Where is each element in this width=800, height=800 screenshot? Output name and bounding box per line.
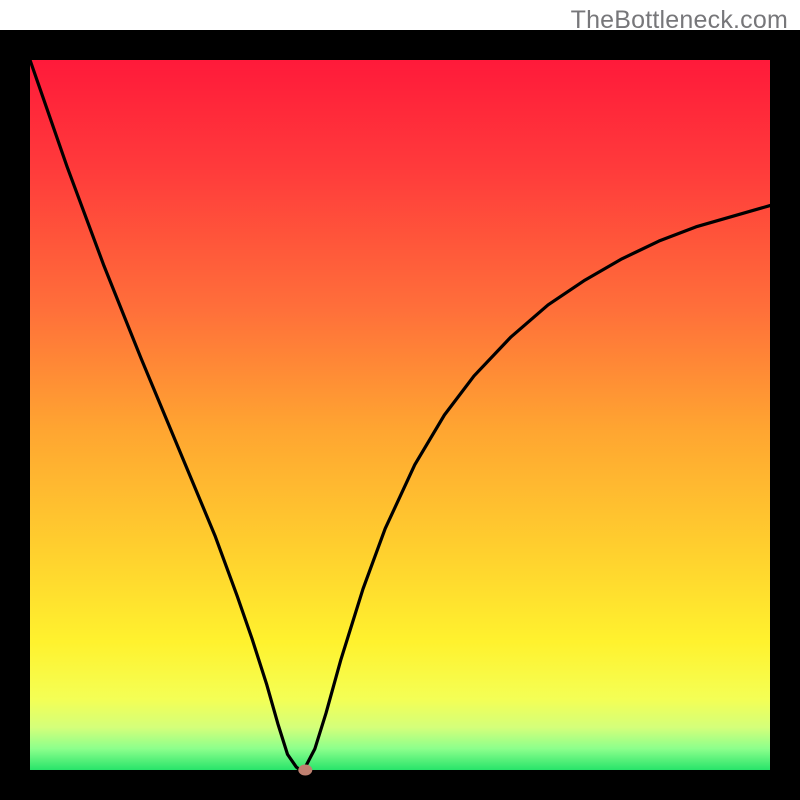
watermark-text: TheBottleneck.com <box>571 6 788 35</box>
chart-container: { "meta": { "watermark": "TheBottleneck.… <box>0 0 800 800</box>
bottleneck-chart <box>0 0 800 800</box>
chart-plot-area <box>30 60 770 770</box>
optimum-marker <box>298 765 312 776</box>
